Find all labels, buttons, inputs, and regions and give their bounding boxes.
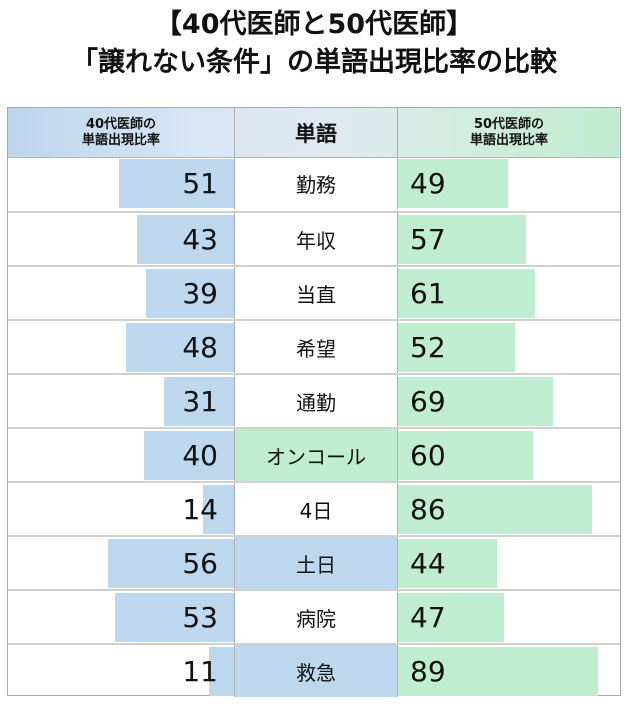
table-row: 39 当直 61 [8, 265, 620, 319]
cell-word: オンコール [234, 429, 398, 481]
bar-40s [164, 377, 234, 426]
value-50s: 49 [410, 167, 446, 200]
value-40s: 56 [182, 547, 218, 580]
value-40s: 14 [182, 493, 218, 526]
chart-title: 【40代医師と50代医師】 「譲れない条件」の単語出現比率の比較 [0, 6, 628, 82]
value-40s: 40 [182, 439, 218, 472]
value-50s: 52 [410, 331, 446, 364]
cell-50s: 89 [398, 645, 620, 697]
table-row: 14 4日 86 [8, 481, 620, 535]
word-label: オンコール [266, 444, 366, 469]
bar-50s [398, 647, 599, 696]
cell-word: 年収 [234, 213, 398, 265]
table-row: 48 希望 52 [8, 319, 620, 373]
cell-word: 通勤 [234, 375, 398, 427]
value-50s: 47 [410, 601, 446, 634]
bar-40s [119, 159, 234, 208]
cell-40s: 53 [8, 591, 234, 643]
bar-40s [202, 485, 234, 534]
value-50s: 61 [410, 277, 446, 310]
cell-50s: 44 [398, 537, 620, 589]
value-40s: 11 [182, 655, 218, 688]
bar-40s [126, 323, 234, 372]
title-line-2: 「譲れない条件」の単語出現比率の比較 [71, 47, 557, 78]
bar-50s [398, 539, 497, 588]
cell-word: 救急 [234, 645, 398, 697]
value-40s: 39 [182, 277, 218, 310]
table-row: 56 土日 44 [8, 535, 620, 589]
value-40s: 43 [182, 223, 218, 256]
cell-40s: 39 [8, 267, 234, 319]
word-label: 病院 [296, 606, 336, 631]
bar-50s [398, 323, 515, 372]
cell-50s: 86 [398, 483, 620, 535]
word-label: 4日 [299, 498, 333, 523]
cell-40s: 51 [8, 157, 234, 209]
header-50s: 50代医師の 単語出現比率 [469, 116, 548, 148]
bar-40s [114, 593, 234, 642]
table-row: 31 通勤 69 [8, 373, 620, 427]
bar-50s [398, 593, 504, 642]
table-row: 53 病院 47 [8, 589, 620, 643]
word-label: 当直 [296, 282, 336, 307]
title-line-1: 【40代医師と50代医師】 [154, 9, 474, 40]
word-label: 勤務 [296, 172, 336, 197]
table-row: 40 オンコール 60 [8, 427, 620, 481]
cell-word: 勤務 [234, 157, 398, 209]
cell-50s: 60 [398, 429, 620, 481]
cell-50s: 47 [398, 591, 620, 643]
cell-40s: 31 [8, 375, 234, 427]
cell-50s: 61 [398, 267, 620, 319]
cell-40s: 11 [8, 645, 234, 697]
bar-50s [398, 377, 554, 426]
cell-40s: 43 [8, 213, 234, 265]
value-50s: 86 [410, 493, 446, 526]
header-word: 単語 [234, 108, 398, 157]
cell-50s: 57 [398, 213, 620, 265]
bar-50s [398, 269, 536, 318]
header-40s: 40代医師の 単語出現比率 [81, 116, 160, 148]
cell-50s: 52 [398, 321, 620, 373]
word-label: 救急 [296, 660, 336, 685]
bar-40s [137, 215, 234, 264]
cell-50s: 49 [398, 157, 620, 209]
bar-50s [398, 431, 533, 480]
table-header: 40代医師の 単語出現比率 単語 50代医師の 単語出現比率 [8, 108, 620, 158]
bar-40s [146, 269, 234, 318]
word-label: 希望 [296, 336, 336, 361]
value-50s: 60 [410, 439, 446, 472]
cell-40s: 40 [8, 429, 234, 481]
word-label: 通勤 [296, 390, 336, 415]
cell-word: 土日 [234, 537, 398, 589]
bar-50s [398, 159, 509, 208]
word-label: 土日 [296, 552, 336, 577]
table-row: 43 年収 57 [8, 211, 620, 265]
table-row: 51 勤務 49 [8, 157, 620, 211]
comparison-table: 40代医師の 単語出現比率 単語 50代医師の 単語出現比率 51 勤務 49 43 年… [7, 107, 621, 697]
value-50s: 44 [410, 547, 446, 580]
table-row: 11 救急 89 [8, 643, 620, 697]
cell-40s: 14 [8, 483, 234, 535]
cell-word: 4日 [234, 483, 398, 535]
value-50s: 57 [410, 223, 446, 256]
cell-word: 病院 [234, 591, 398, 643]
value-40s: 31 [182, 385, 218, 418]
cell-50s: 69 [398, 375, 620, 427]
value-50s: 69 [410, 385, 446, 418]
bar-40s [108, 539, 234, 588]
value-40s: 48 [182, 331, 218, 364]
cell-40s: 48 [8, 321, 234, 373]
value-50s: 89 [410, 655, 446, 688]
value-40s: 51 [182, 167, 218, 200]
value-40s: 53 [182, 601, 218, 634]
cell-word: 希望 [234, 321, 398, 373]
cell-40s: 56 [8, 537, 234, 589]
bar-50s [398, 215, 527, 264]
bar-50s [398, 485, 592, 534]
bar-40s [209, 647, 234, 696]
cell-word: 当直 [234, 267, 398, 319]
bar-40s [144, 431, 234, 480]
word-label: 年収 [296, 228, 336, 253]
